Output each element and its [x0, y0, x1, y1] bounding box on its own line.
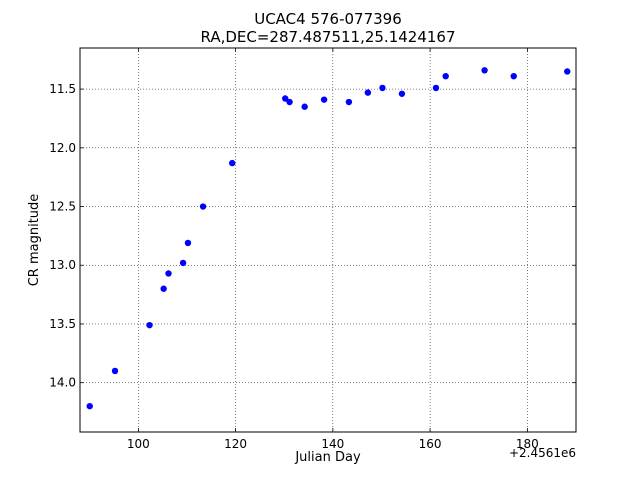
data-point	[286, 98, 293, 106]
data-point	[86, 402, 93, 410]
chart-subtitle: RA,DEC=287.487511,25.1424167	[201, 28, 456, 46]
y-axis-label: CR magnitude	[27, 194, 42, 287]
x-axis-label: Julian Day	[294, 450, 361, 465]
data-point	[165, 270, 172, 277]
y-tick-label: 14.0	[49, 376, 76, 390]
data-point	[442, 72, 449, 80]
x-tick-label: 120	[224, 437, 247, 451]
y-tick-label: 13.0	[49, 258, 76, 272]
x-tick-label: 140	[321, 437, 344, 451]
data-point	[199, 203, 207, 210]
data-point	[179, 259, 187, 267]
data-point	[432, 84, 440, 92]
x-tick-label: 160	[419, 437, 442, 451]
tick-layer: 100 120 140 160 180 11.5 12.0 12.5 13.0 13.5 14.0	[49, 48, 576, 451]
data-point	[160, 285, 167, 292]
data-point	[345, 98, 353, 106]
data-point	[229, 159, 236, 167]
data-point	[320, 96, 328, 103]
data-point	[364, 89, 372, 96]
grid-layer	[80, 48, 576, 432]
chart-title: UCAC4 576-077396	[254, 10, 402, 28]
x-tick-label: 180	[516, 437, 539, 451]
data-point	[301, 103, 308, 110]
y-tick-label: 12.5	[49, 200, 76, 214]
y-tick-label: 11.5	[49, 82, 76, 96]
data-point	[564, 68, 571, 75]
data-point	[510, 72, 517, 80]
x-tick-label: 100	[127, 437, 150, 451]
data-point	[111, 367, 119, 375]
data-point	[379, 84, 386, 92]
x-offset-label: +2.4561e6	[509, 446, 576, 460]
data-points	[86, 67, 571, 410]
data-point	[481, 67, 488, 74]
plot-frame	[79, 47, 577, 433]
y-tick-label: 12.0	[49, 141, 76, 155]
data-point	[146, 321, 153, 329]
data-point	[398, 90, 406, 97]
y-tick-label: 13.5	[49, 317, 76, 331]
data-point	[184, 239, 192, 247]
data-point	[282, 95, 289, 102]
